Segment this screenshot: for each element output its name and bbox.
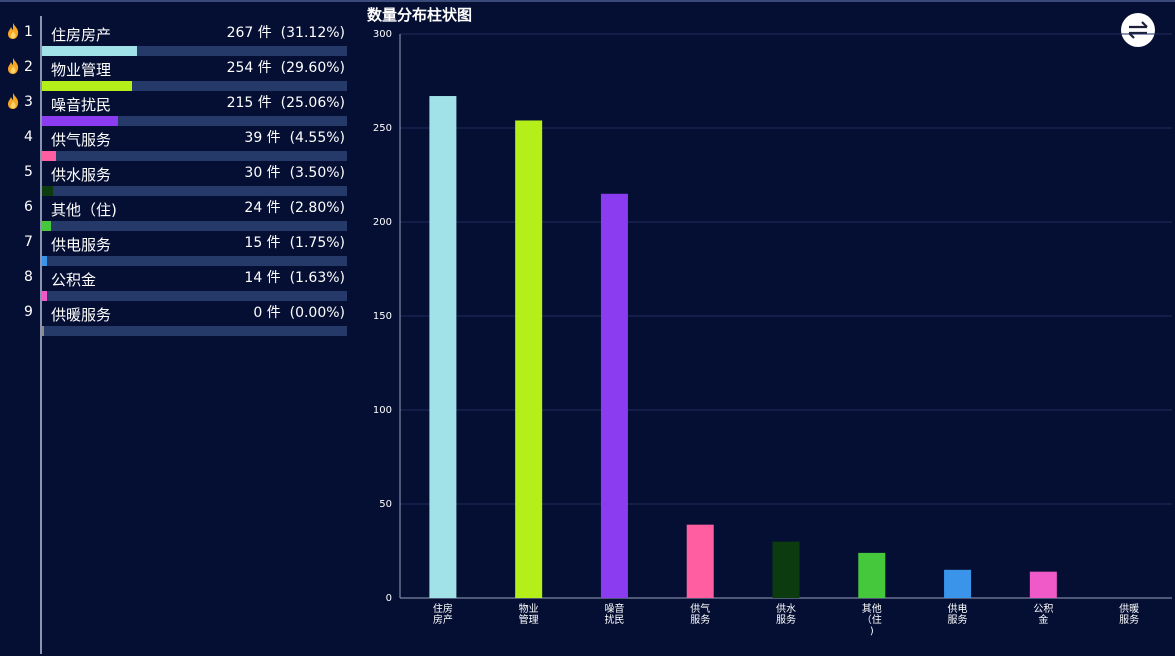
rank-row: 4 供气服务 39 件 (4.55%) (0, 123, 350, 161)
bar (1029, 571, 1057, 598)
progress-track (42, 291, 347, 301)
progress-fill (42, 256, 47, 266)
rank-number: 4 (24, 129, 33, 145)
bar-chart: 0 50 100 150 200 250 300 住房房产 物业管理 噪音扰民 供气服务 供水服务 其他… (373, 29, 1172, 637)
rank-number: 9 (24, 304, 33, 320)
x-tick-label: 供暖服务 (1119, 602, 1139, 626)
count-and-percent: 39 件 (4.55%) (244, 130, 345, 146)
category-name: 供气服务 (51, 131, 112, 149)
category-name: 住房房产 (51, 26, 112, 44)
chart-title: 数量分布柱状图 (367, 6, 473, 24)
count-and-percent: 14 件 (1.63%) (244, 270, 345, 286)
category-name: 物业管理 (51, 61, 112, 79)
progress-track (42, 81, 347, 91)
rank-row: 3 噪音扰民 215 件 (25.06%) (0, 88, 350, 126)
rank-row: 9 供暖服务 0 件 (0.00%) (0, 298, 350, 336)
bar (515, 120, 543, 598)
progress-track (42, 221, 347, 231)
rank-row: 8 公积金 14 件 (1.63%) (0, 263, 350, 301)
y-tick-label: 100 (373, 405, 392, 416)
y-tick-label: 200 (373, 217, 392, 228)
fire-icon (8, 58, 19, 74)
bar (772, 541, 800, 598)
progress-fill (42, 291, 47, 301)
count-and-percent: 267 件 (31.12%) (226, 25, 345, 41)
progress-fill (42, 186, 53, 196)
top-border (0, 0, 1175, 2)
bar (429, 96, 457, 598)
y-tick-label: 150 (373, 311, 392, 322)
count-and-percent: 215 件 (25.06%) (226, 95, 345, 111)
progress-track (42, 256, 347, 266)
y-tick-label: 0 (386, 593, 392, 604)
rank-number: 3 (24, 94, 33, 110)
bar (944, 569, 972, 598)
x-tick-label: 物业管理 (519, 602, 539, 626)
rank-number: 1 (24, 24, 33, 40)
progress-fill (42, 151, 56, 161)
rank-number: 7 (24, 234, 33, 250)
rank-number: 6 (24, 199, 33, 215)
x-tick-label: 供气服务 (690, 602, 710, 626)
progress-track (42, 186, 347, 196)
rank-number: 5 (24, 164, 33, 180)
fire-icon (8, 23, 19, 39)
rank-row: 6 其他（住) 24 件 (2.80%) (0, 193, 350, 231)
rank-row: 1 住房房产 267 件 (31.12%) (0, 18, 350, 56)
list-divider (40, 16, 42, 654)
count-and-percent: 24 件 (2.80%) (244, 200, 345, 216)
progress-track (42, 151, 347, 161)
x-tick-label: 住房房产 (433, 602, 453, 626)
progress-fill (42, 326, 44, 336)
progress-fill (42, 46, 137, 56)
rank-row: 7 供电服务 15 件 (1.75%) (0, 228, 350, 266)
rank-number: 2 (24, 59, 33, 75)
progress-fill (42, 81, 132, 91)
progress-track (42, 46, 347, 56)
category-name: 供暖服务 (51, 306, 112, 324)
progress-track (42, 116, 347, 126)
x-tick-label: 供电服务 (948, 602, 968, 626)
y-tick-label: 250 (373, 123, 392, 134)
rank-row: 5 供水服务 30 件 (3.50%) (0, 158, 350, 196)
progress-track (42, 326, 347, 336)
category-name: 供水服务 (51, 166, 112, 184)
progress-fill (42, 221, 51, 231)
rank-number: 8 (24, 269, 33, 285)
x-tick-label: 其他（住) (862, 602, 882, 637)
switch-chart-button[interactable] (1121, 13, 1155, 47)
count-and-percent: 15 件 (1.75%) (244, 235, 345, 251)
bar (858, 552, 886, 598)
progress-fill (42, 116, 118, 126)
category-name: 噪音扰民 (51, 96, 112, 114)
category-name: 其他（住) (51, 201, 117, 219)
count-and-percent: 254 件 (29.60%) (226, 60, 345, 76)
bar (686, 524, 714, 598)
category-name: 公积金 (51, 271, 97, 289)
count-and-percent: 30 件 (3.50%) (244, 165, 345, 181)
fire-icon (8, 93, 19, 109)
x-tick-label: 供水服务 (776, 602, 796, 626)
x-tick-label: 噪音扰民 (604, 602, 624, 626)
y-tick-label: 50 (379, 499, 392, 510)
x-tick-label: 公积金 (1033, 603, 1053, 626)
count-and-percent: 0 件 (0.00%) (253, 305, 345, 321)
category-name: 供电服务 (51, 236, 112, 254)
y-tick-label: 300 (373, 29, 392, 40)
bar (600, 193, 628, 599)
rank-row: 2 物业管理 254 件 (29.60%) (0, 53, 350, 91)
